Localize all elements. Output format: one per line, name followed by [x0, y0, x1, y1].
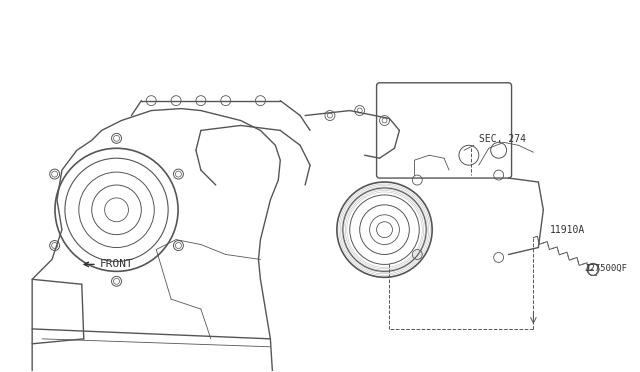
Text: SEC. 274: SEC. 274	[479, 134, 526, 144]
Text: J27500QF: J27500QF	[585, 264, 628, 273]
Text: 11910A: 11910A	[550, 225, 586, 235]
Text: FRONT: FRONT	[84, 259, 133, 269]
